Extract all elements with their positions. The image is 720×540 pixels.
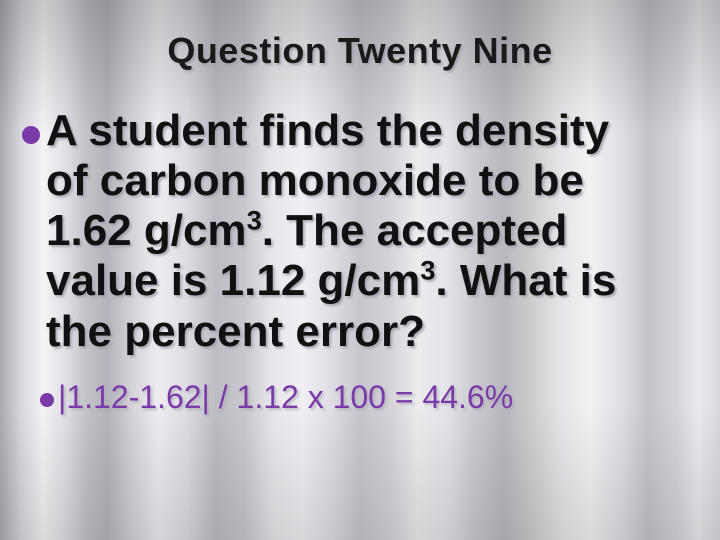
- body-block: A student finds the density of carbon mo…: [0, 106, 720, 357]
- answer-text: |1.12-1.62| / 1.12 x 100 = 44.6%: [58, 379, 513, 416]
- body-line: of carbon monoxide to be: [46, 156, 584, 205]
- slide-content: Question Twenty Nine A student finds the…: [0, 0, 720, 540]
- body-line: the percent error?: [46, 307, 425, 356]
- body-line: A student finds the density: [46, 106, 609, 155]
- bullet-icon: [40, 393, 54, 407]
- body-line: value is 1.12 g/cm3. What is: [46, 256, 616, 305]
- body-line: 1.62 g/cm3. The accepted: [46, 206, 567, 255]
- bullet-icon: [22, 126, 40, 144]
- slide-title: Question Twenty Nine: [0, 30, 720, 72]
- answer-bullet-row: |1.12-1.62| / 1.12 x 100 = 44.6%: [40, 379, 720, 416]
- body-bullet-row: A student finds the density of carbon mo…: [22, 106, 720, 357]
- answer-block: |1.12-1.62| / 1.12 x 100 = 44.6%: [0, 379, 720, 416]
- body-text: A student finds the density of carbon mo…: [46, 106, 616, 357]
